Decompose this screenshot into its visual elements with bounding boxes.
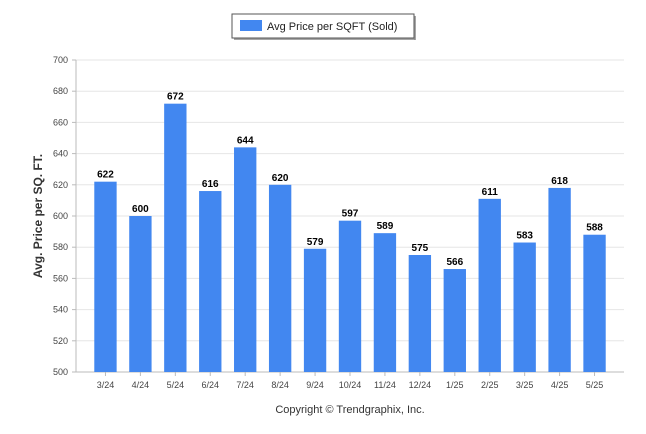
plot-area: 500 520 540 560 580 600 620 640 660 680 700 622 3/24… (53, 55, 624, 390)
bar (443, 269, 466, 372)
data-label: 583 (516, 231, 533, 242)
data-label: 600 (132, 204, 149, 215)
data-label: 575 (412, 243, 429, 254)
bar (303, 248, 327, 372)
data-label: 566 (446, 257, 463, 268)
bar (234, 147, 257, 372)
data-label: 616 (202, 179, 219, 190)
x-tick-label: 3/24 (97, 380, 115, 390)
data-label: 618 (551, 176, 568, 187)
data-label: 579 (307, 237, 324, 248)
bar (583, 234, 606, 372)
x-tick-label: 1/25 (446, 380, 464, 390)
x-tick-label: 4/25 (551, 380, 569, 390)
bar (164, 103, 187, 373)
x-tick-label: 6/24 (202, 380, 220, 390)
y-tick-label: 640 (53, 149, 68, 159)
legend-box (231, 13, 415, 39)
bar (513, 242, 536, 372)
x-tick-label: 5/24 (167, 380, 185, 390)
y-axis-label: Avg. Price per SQ. FT. (31, 154, 45, 278)
x-tick-label: 8/24 (271, 380, 289, 390)
data-label: 589 (377, 221, 394, 232)
x-tick-label: 2/25 (481, 380, 499, 390)
y-tick-label: 600 (53, 211, 68, 221)
data-label: 622 (97, 170, 114, 181)
y-tick-label: 700 (53, 55, 68, 65)
y-tick-label: 500 (53, 367, 68, 377)
bar (129, 216, 152, 372)
y-tick-label: 660 (53, 117, 68, 127)
x-tick-label: 12/24 (409, 380, 432, 390)
x-tick-label: 10/24 (339, 380, 362, 390)
x-tick-label: 4/24 (132, 380, 150, 390)
y-tick-label: 520 (53, 336, 68, 346)
y-tick-label: 620 (53, 180, 68, 190)
bar (338, 220, 362, 372)
data-label: 588 (586, 223, 603, 234)
x-tick-label: 5/25 (586, 380, 604, 390)
bar (408, 255, 432, 372)
x-tick-label: 11/24 (374, 380, 396, 390)
data-label: 597 (342, 209, 359, 220)
data-label: 672 (167, 92, 184, 103)
legend-label: Avg Price per SQFT (Sold) (267, 21, 397, 33)
bar (199, 191, 222, 372)
y-tick-label: 560 (53, 273, 68, 283)
legend-swatch (240, 20, 262, 31)
legend: Avg Price per SQFT (Sold) (231, 13, 416, 40)
x-tick-label: 3/25 (516, 380, 534, 390)
x-tick-label: 9/24 (306, 380, 324, 390)
y-tick-label: 540 (53, 305, 68, 315)
data-label: 644 (237, 135, 254, 146)
data-label: 620 (272, 173, 289, 184)
y-tick-label: 680 (53, 86, 68, 96)
bar (478, 198, 501, 372)
y-tick-label: 580 (53, 242, 68, 252)
bar (548, 187, 571, 372)
x-tick-label: 7/24 (236, 380, 254, 390)
bar (94, 181, 117, 372)
data-label: 611 (482, 187, 499, 198)
bar (268, 184, 292, 372)
copyright-text: Copyright © Trendgraphix, Inc. (275, 404, 424, 416)
bar (373, 233, 397, 372)
